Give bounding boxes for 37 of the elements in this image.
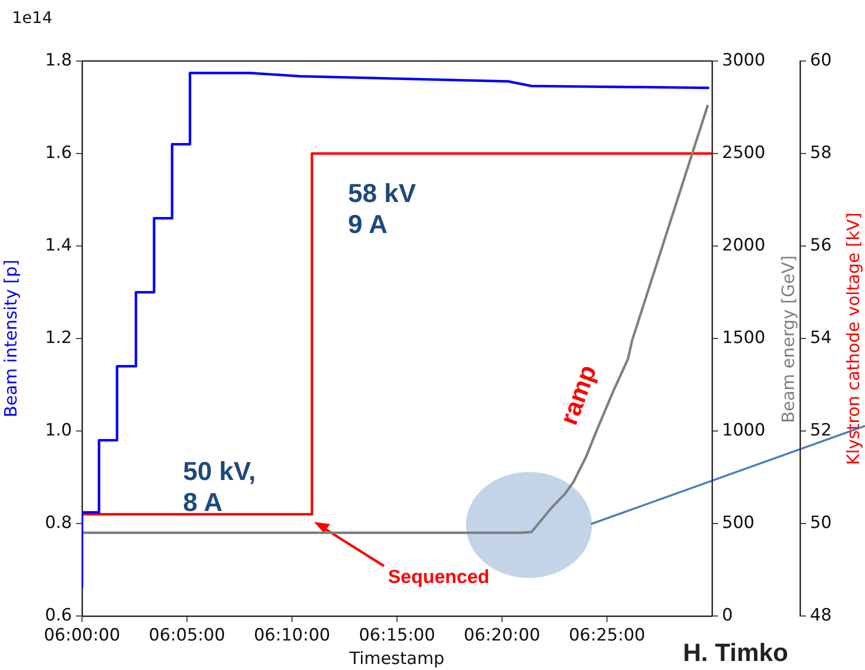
annotation: 50 kV, 8 A [183,456,256,518]
y3-tick-label: 48 [810,605,832,626]
y2-tick-label: 2000 [722,235,766,256]
y3-tick-label: 60 [810,50,832,70]
x-tick-label: 06:00:00 [44,626,120,646]
y3-tick-label: 52 [810,420,832,440]
x-tick-label: 06:10:00 [254,626,330,646]
y2-tick-label: 0 [722,605,733,626]
y2-tick-label: 2500 [722,142,766,163]
y3-tick-label: 54 [810,328,832,348]
x-tick-label: 06:25:00 [568,626,646,646]
y3-tick-label: 56 [810,235,832,256]
y3-tick-label: 58 [810,142,832,163]
x-axis-title: Timestamp [348,649,444,670]
y-tick-label: 1.2 [44,328,72,348]
annotation: 58 kV 9 A [348,178,416,240]
y-tick-label: 1.4 [44,235,72,256]
y-axis-title: Beam intensity [p] [2,260,22,418]
x-tick-label: 06:05:00 [148,626,226,646]
y2-tick-label: 1500 [722,328,766,348]
x-tick-label: 06:20:00 [464,626,540,646]
y2-tick-label: 500 [722,512,754,533]
y2-axis-title: Beam energy [GeV] [779,254,799,422]
x-tick-label: 06:15:00 [358,626,436,646]
text: H. Timko [683,638,788,668]
y2-tick-label: 3000 [722,50,766,70]
y-tick-label: 0.6 [44,605,72,626]
y-tick-label: 1.0 [44,420,72,440]
y-tick-label: 1.6 [44,142,72,163]
y2-tick-label: 1000 [722,420,766,440]
y-tick-label: 0.8 [44,512,72,533]
y3-axis-title: Klystron cathode voltage [kV] [844,212,864,465]
y3-tick-label: 50 [810,512,832,533]
annotation: Sequenced [388,567,490,590]
text: 1e14 [12,8,52,28]
annotation: ramp [554,361,604,429]
y-tick-label: 1.8 [44,50,72,70]
